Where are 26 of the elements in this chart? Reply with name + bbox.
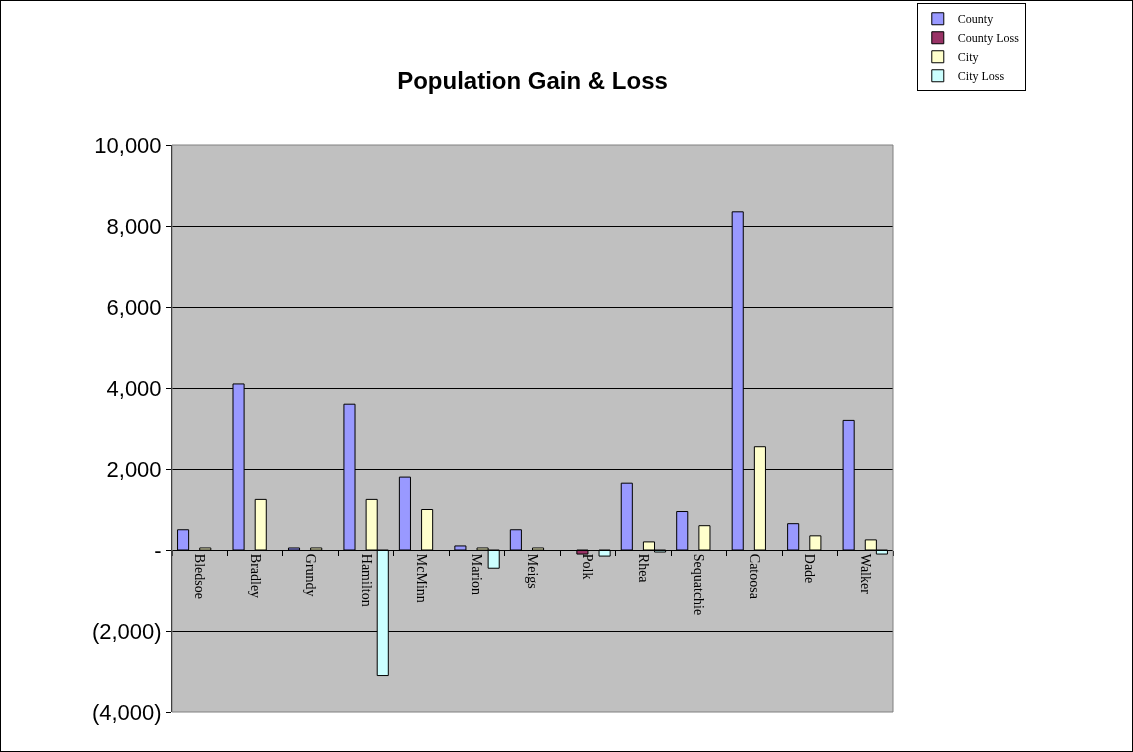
y-tick-label: 2,000 (106, 456, 162, 482)
x-tick-label: Polk (580, 553, 596, 580)
legend-label: County Loss (957, 31, 1020, 46)
chart-title: Population Gain & Loss (397, 67, 668, 95)
y-tick-label: 8,000 (106, 213, 162, 239)
x-tick-label: Walker (857, 553, 873, 595)
x-tick-label: Dade (802, 553, 818, 584)
x-tick-label: Sequatchie (691, 553, 707, 616)
y-tick-label: (2,000) (91, 618, 162, 644)
y-tick-label: - (154, 537, 162, 563)
x-tick-label: Marion (469, 553, 485, 596)
x-tick-label: Bradley (247, 553, 263, 599)
x-tick-label: Catoosa (746, 553, 762, 600)
x-tick-label: Rhea (635, 553, 651, 584)
legend-label: City (957, 50, 979, 65)
legend-label: City Loss (957, 69, 1005, 84)
legend-label: County (957, 12, 994, 27)
x-tick-label: McMinn (414, 553, 430, 603)
y-tick-label: (4,000) (91, 699, 162, 725)
x-tick-label: Grundy (303, 553, 319, 597)
x-tick-label: Hamilton (358, 553, 374, 607)
y-tick-label: 6,000 (106, 294, 162, 320)
x-tick-label: Meigs (524, 553, 540, 589)
x-tick-label: Bledsoe (192, 553, 208, 599)
y-tick-label: 4,000 (106, 375, 162, 401)
y-tick-label: 10,000 (94, 132, 162, 158)
